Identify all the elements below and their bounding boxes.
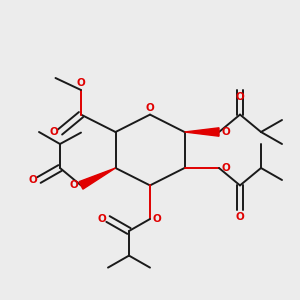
Text: O: O xyxy=(69,180,78,190)
Text: O: O xyxy=(236,212,244,222)
Text: O: O xyxy=(28,175,37,185)
Polygon shape xyxy=(79,168,116,189)
Text: O: O xyxy=(221,163,230,173)
Text: O: O xyxy=(49,127,58,137)
Text: O: O xyxy=(236,92,244,102)
Text: O: O xyxy=(76,78,85,88)
Text: O: O xyxy=(146,103,154,113)
Text: O: O xyxy=(221,127,230,137)
Polygon shape xyxy=(184,128,219,136)
Text: O: O xyxy=(152,214,161,224)
Text: O: O xyxy=(97,214,106,224)
